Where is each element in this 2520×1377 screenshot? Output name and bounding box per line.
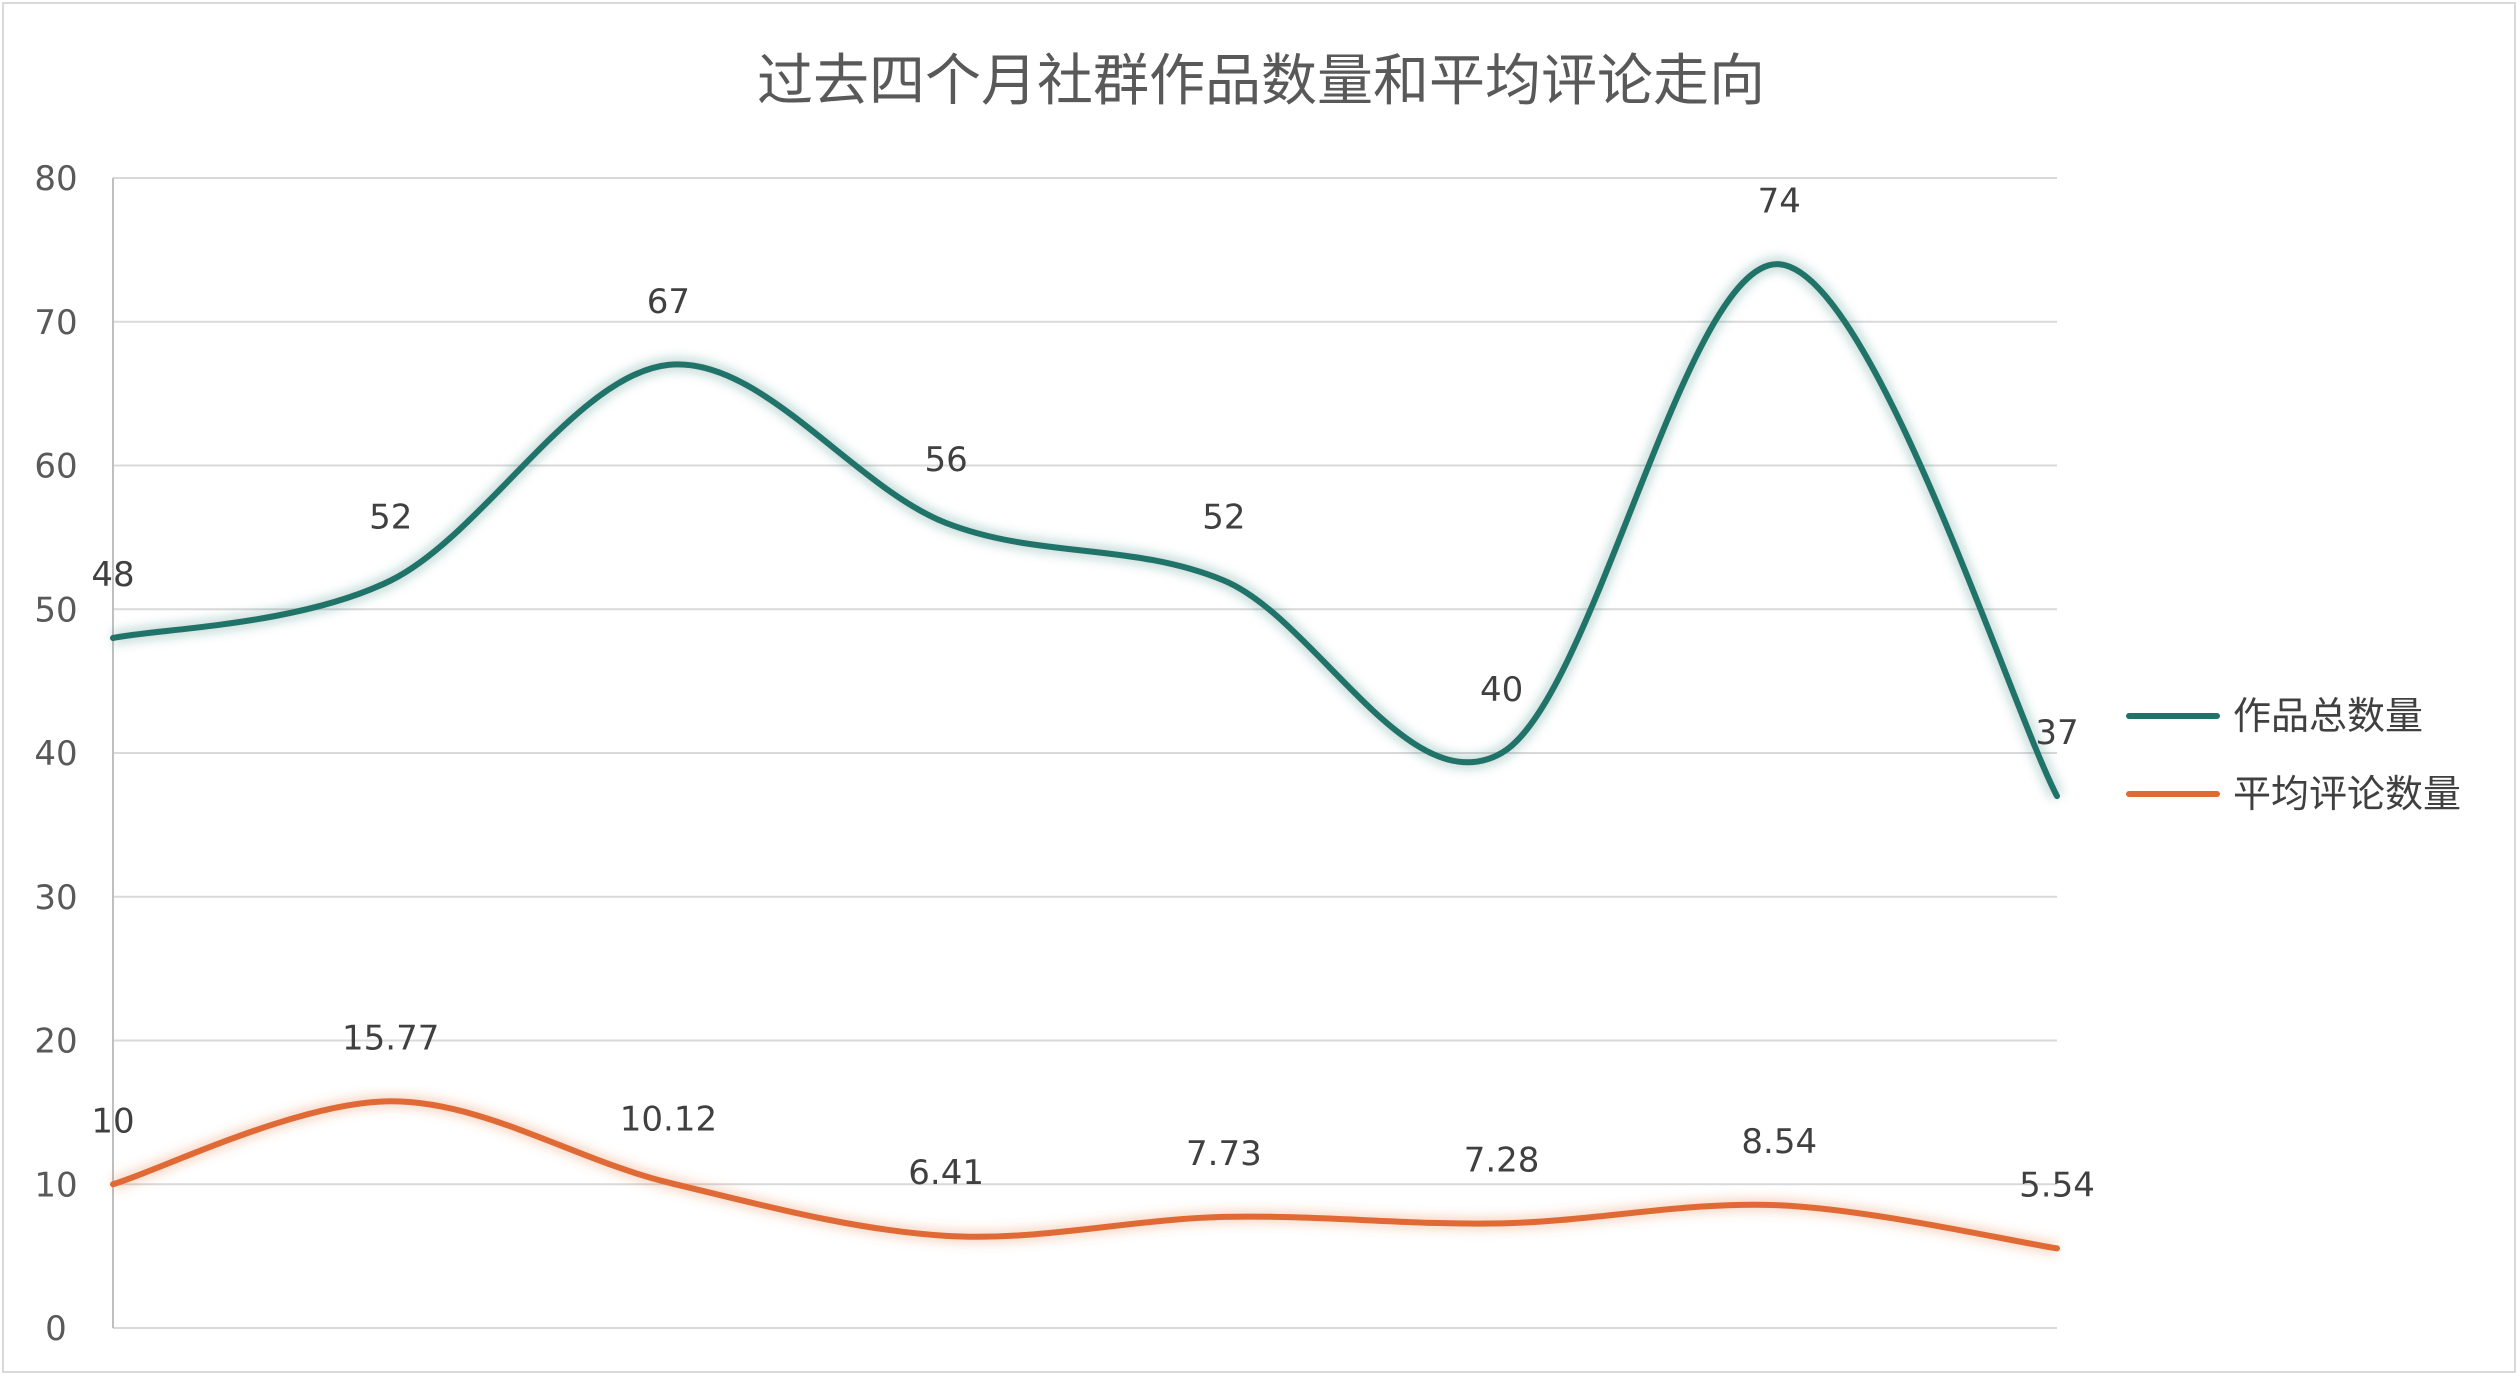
y-tick-label: 10 (34, 1165, 77, 1205)
data-labels: 48 52 67 56 52 40 74 37 10 15.77 10.12 6.41 7.73 7.28… (91, 181, 2094, 1205)
y-axis-tick-labels: 0 10 20 30 40 50 60 70 80 (34, 159, 77, 1349)
data-label: 6.41 (908, 1153, 984, 1193)
y-tick-label: 0 (45, 1309, 67, 1349)
y-tick-label: 20 (34, 1022, 77, 1062)
y-tick-label: 80 (34, 159, 77, 199)
data-label: 10.12 (620, 1100, 717, 1140)
y-tick-label: 60 (34, 447, 77, 487)
data-label: 40 (1480, 670, 1523, 710)
data-label: 7.73 (1186, 1134, 1262, 1174)
data-label: 48 (91, 555, 134, 595)
y-tick-label: 30 (34, 878, 77, 918)
line-chart: 过去四个月社群作品数量和平均评论走向 0 10 20 30 40 50 60 70 80 48 5… (34, 49, 2461, 1349)
chart-title: 过去四个月社群作品数量和平均评论走向 (757, 49, 1765, 114)
legend-label-2: 平均评论数量 (2233, 772, 2461, 816)
y-tick-label: 70 (34, 303, 77, 343)
data-label: 52 (369, 498, 412, 538)
series-lines (110, 257, 2064, 1256)
data-label: 5.54 (2019, 1165, 2095, 1205)
y-tick-label: 40 (34, 734, 77, 774)
data-label: 7.28 (1464, 1140, 1540, 1180)
y-tick-label: 50 (34, 590, 77, 630)
data-label: 15.77 (342, 1018, 439, 1058)
data-label: 56 (925, 440, 968, 480)
legend-label-1: 作品总数量 (2233, 694, 2423, 738)
series-line-2 (110, 1098, 2060, 1252)
gridlines (112, 177, 2057, 1329)
series-line-1 (110, 261, 2060, 800)
data-label: 67 (647, 282, 690, 322)
data-label: 8.54 (1741, 1122, 1817, 1162)
data-label: 37 (2035, 713, 2078, 753)
data-label: 74 (1758, 181, 1801, 221)
data-label: 10 (91, 1101, 134, 1141)
data-label: 52 (1202, 498, 1245, 538)
